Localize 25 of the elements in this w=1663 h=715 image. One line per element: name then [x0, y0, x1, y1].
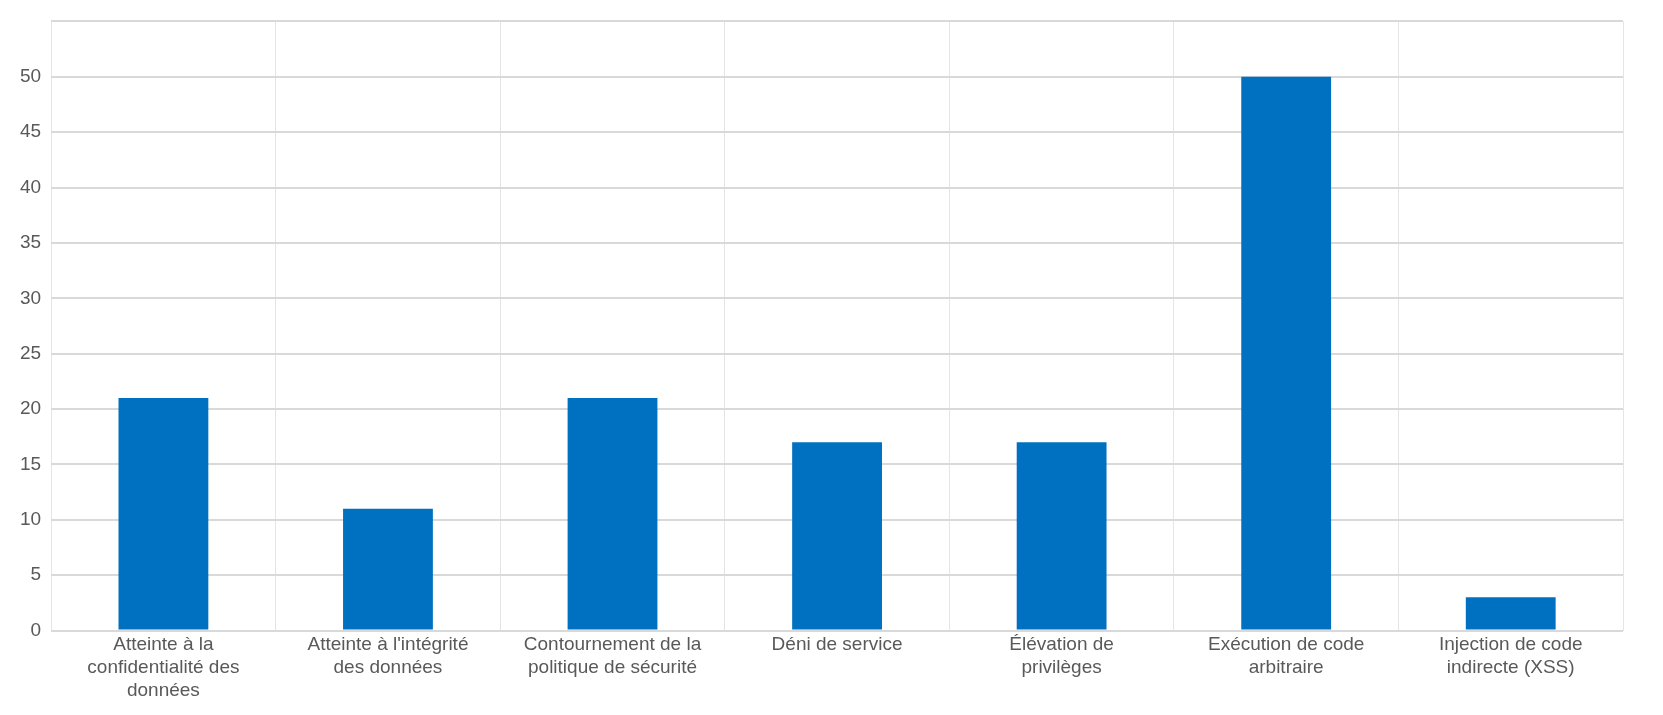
y-tick-label: 15 — [19, 452, 42, 474]
y-tick-label: 45 — [19, 120, 42, 142]
x-tick-label: Injection de code indirecte (XSS) — [1438, 633, 1583, 678]
bar — [1016, 442, 1107, 630]
y-tick-label: 30 — [19, 286, 42, 308]
x-tick-label: Atteinte à la confidentialité des données — [87, 633, 240, 700]
x-tick-label: Élévation de privilèges — [1009, 633, 1114, 678]
y-tick-label: 0 — [30, 618, 42, 640]
y-tick-label: 50 — [19, 65, 42, 87]
bar — [1241, 76, 1332, 630]
y-tick-label: 40 — [19, 175, 42, 197]
x-tick-label: Déni de service — [771, 633, 903, 655]
bar — [1465, 597, 1556, 630]
bar — [118, 398, 209, 630]
y-tick-label: 5 — [30, 563, 42, 585]
y-tick-label: 20 — [19, 397, 42, 419]
bar — [792, 442, 882, 630]
bar — [343, 508, 433, 630]
x-tick-label: Atteinte à l'intégrité des données — [307, 633, 469, 678]
x-tick-label: Contournement de la politique de sécurité — [523, 633, 702, 678]
y-tick-label: 35 — [19, 231, 42, 253]
x-tick-label: Exécution de code arbitraire — [1208, 633, 1365, 678]
bar — [567, 398, 658, 630]
y-tick-label: 25 — [19, 341, 42, 363]
y-tick-label: 10 — [19, 508, 42, 530]
